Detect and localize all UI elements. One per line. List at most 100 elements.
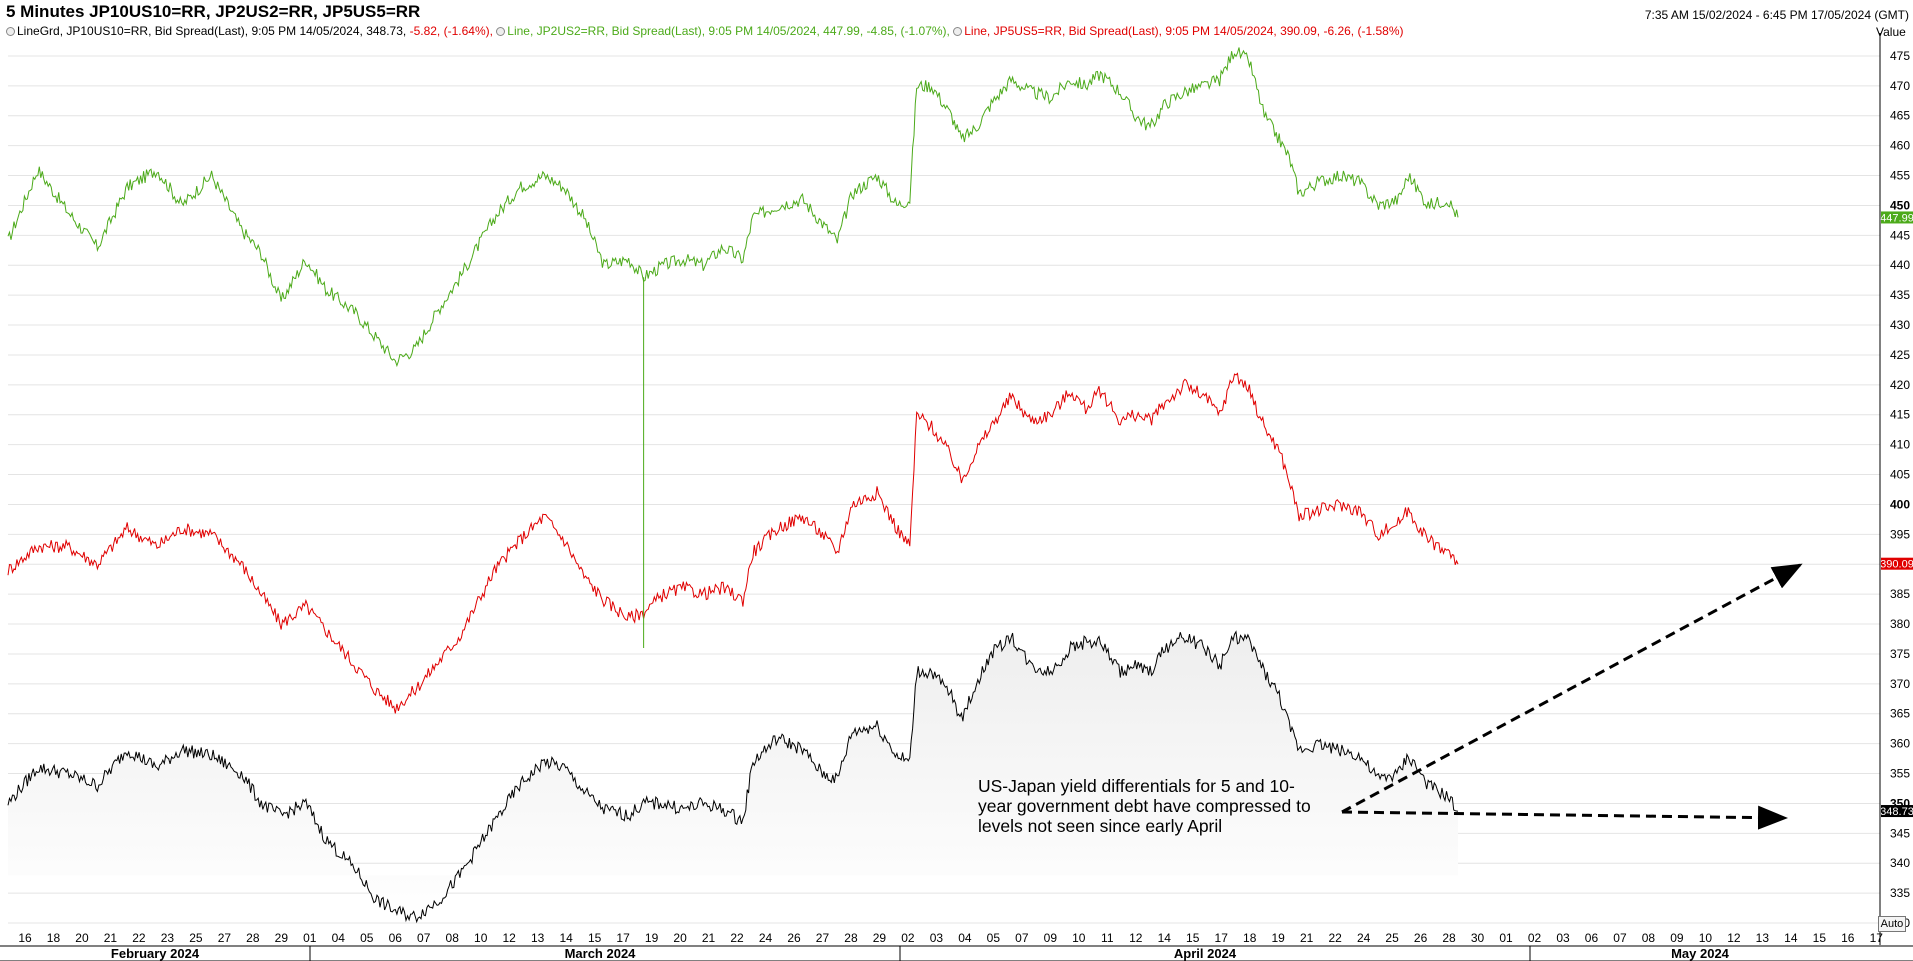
- y-tick-label: 440: [1890, 258, 1910, 272]
- x-tick-label: 28: [246, 931, 260, 945]
- x-tick-label: 11: [1101, 931, 1114, 945]
- x-tick-label: 04: [958, 931, 972, 945]
- x-tick-label: 10: [474, 931, 488, 945]
- x-tick-label: 26: [787, 931, 801, 945]
- y-tick-label: 400: [1890, 497, 1910, 511]
- y-tick-label: 435: [1890, 288, 1910, 302]
- x-tick-label: 26: [1414, 931, 1428, 945]
- x-tick-label: 21: [104, 931, 118, 945]
- y-tick-label: 450: [1890, 198, 1910, 212]
- x-tick-label: 22: [1328, 931, 1342, 945]
- x-tick-label: 20: [673, 931, 687, 945]
- x-tick-label: 07: [417, 931, 431, 945]
- x-tick-label: 21: [1300, 931, 1314, 945]
- x-tick-label: 12: [503, 931, 517, 945]
- annotation-arrow: [1341, 805, 1788, 830]
- x-tick-label: 19: [645, 931, 659, 945]
- y-tick-label: 470: [1890, 79, 1910, 93]
- x-tick-label: 17: [616, 931, 630, 945]
- legend-entry-jp10-change: -5.82, (-1.64%),: [409, 24, 493, 38]
- x-tick-label: 13: [1756, 931, 1770, 945]
- x-tick-label: 14: [1784, 931, 1798, 945]
- month-label: February 2024: [111, 946, 200, 961]
- x-tick-label: 17: [1215, 931, 1229, 945]
- x-tick-label: 19: [1272, 931, 1286, 945]
- y-tick-label: 425: [1890, 348, 1910, 362]
- month-label: April 2024: [1174, 946, 1237, 961]
- x-tick-label: 13: [531, 931, 545, 945]
- x-tick-label: 17: [1870, 931, 1884, 945]
- x-tick-label: 05: [987, 931, 1001, 945]
- x-tick-label: 08: [446, 931, 460, 945]
- y-tick-label: 465: [1890, 109, 1910, 123]
- x-tick-label: 16: [18, 931, 32, 945]
- last-value-tag: [1881, 211, 1913, 224]
- y-tick-label: 475: [1890, 49, 1910, 63]
- x-tick-label: 04: [332, 931, 346, 945]
- x-tick-label: 25: [1385, 931, 1399, 945]
- y-tick-label: 415: [1890, 408, 1910, 422]
- auto-scale-button[interactable]: Auto: [1878, 916, 1906, 932]
- x-tick-label: 28: [1442, 931, 1456, 945]
- y-tick-label: 360: [1890, 737, 1910, 751]
- x-tick-label: 22: [132, 931, 146, 945]
- last-value-text: 348.73: [1880, 806, 1913, 818]
- series-fill-jp10us10: [8, 631, 1458, 922]
- x-tick-label: 02: [901, 931, 915, 945]
- y-tick-label: 335: [1890, 886, 1910, 900]
- legend-icon[interactable]: [953, 27, 963, 36]
- x-tick-label: 29: [873, 931, 887, 945]
- y-tick-label: 365: [1890, 707, 1910, 721]
- x-tick-label: 02: [1528, 931, 1542, 945]
- x-tick-label: 29: [275, 931, 289, 945]
- x-tick-label: 07: [1613, 931, 1627, 945]
- x-tick-label: 14: [559, 931, 573, 945]
- y-tick-label: 460: [1890, 139, 1910, 153]
- y-tick-label: 455: [1890, 169, 1910, 183]
- x-tick-label: 15: [1813, 931, 1827, 945]
- legend-icon[interactable]: [496, 27, 506, 36]
- legend-entry-jp10: LineGrd, JP10US10=RR, Bid Spread(Last), …: [17, 24, 410, 38]
- x-tick-label: 09: [1670, 931, 1684, 945]
- x-tick-label: 24: [1357, 931, 1371, 945]
- x-tick-label: 25: [189, 931, 203, 945]
- legend-entry-jp2: Line, JP2US2=RR, Bid Spread(Last), 9:05 …: [507, 24, 950, 38]
- y-tick-label: 345: [1890, 826, 1910, 840]
- x-tick-label: 10: [1699, 931, 1713, 945]
- legend-icon[interactable]: [6, 27, 15, 36]
- y-tick-label: 375: [1890, 647, 1910, 661]
- x-tick-label: 27: [816, 931, 830, 945]
- x-tick-label: 27: [218, 931, 232, 945]
- x-tick-label: 03: [930, 931, 944, 945]
- y-tick-label: 370: [1890, 677, 1910, 691]
- x-tick-label: 09: [1044, 931, 1058, 945]
- y-tick-label: 355: [1890, 767, 1910, 781]
- legend: LineGrd, JP10US10=RR, Bid Spread(Last), …: [6, 24, 1404, 38]
- x-tick-label: 22: [730, 931, 744, 945]
- series-line-jp2us2rr: [7, 47, 1459, 368]
- month-label: May 2024: [1671, 946, 1730, 961]
- annotation-text: US-Japan yield differentials for 5 and 1…: [978, 776, 1311, 836]
- last-value-text: 390.09: [1880, 559, 1913, 571]
- y-tick-label: 420: [1890, 378, 1910, 392]
- x-tick-label: 30: [1471, 931, 1485, 945]
- y-tick-label: 385: [1890, 587, 1910, 601]
- x-tick-label: 24: [759, 931, 773, 945]
- x-tick-label: 10: [1072, 931, 1086, 945]
- last-value-text: 447.99: [1880, 212, 1913, 224]
- legend-entry-jp5: Line, JP5US5=RR, Bid Spread(Last), 9:05 …: [964, 24, 1404, 38]
- last-value-tag: [1881, 805, 1913, 818]
- y-tick-label: 395: [1890, 527, 1910, 541]
- chart-title: 5 Minutes JP10US10=RR, JP2US2=RR, JP5US5…: [6, 2, 421, 21]
- month-label: March 2024: [565, 946, 637, 961]
- y-tick-label: 445: [1890, 228, 1910, 242]
- y-tick-label: 430: [1890, 318, 1910, 332]
- x-tick-label: 03: [1556, 931, 1570, 945]
- date-range: 7:35 AM 15/02/2024 - 6:45 PM 17/05/2024 …: [1644, 8, 1909, 22]
- y-tick-label: 380: [1890, 617, 1910, 631]
- x-tick-label: 06: [389, 931, 403, 945]
- x-tick-label: 01: [303, 931, 317, 945]
- x-tick-label: 18: [1243, 931, 1257, 945]
- x-tick-label: 05: [360, 931, 374, 945]
